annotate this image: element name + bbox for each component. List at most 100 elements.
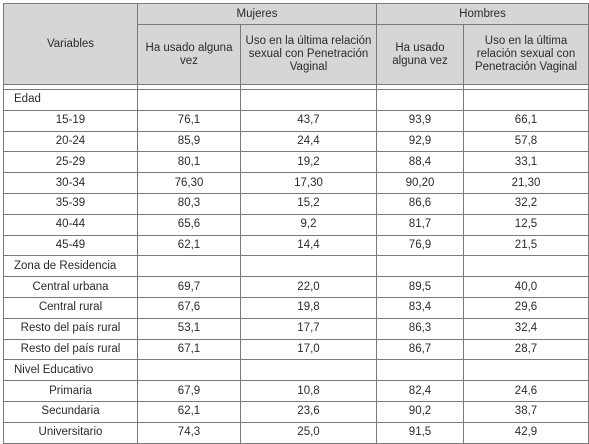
table-row: Central urbana 69,7 22,0 89,5 40,0 xyxy=(3,276,589,298)
header-hombres-ha-usado: Ha usado alguna vez xyxy=(376,24,464,85)
table-row: 30-34 76,30 17,30 90,20 21,30 xyxy=(3,172,589,194)
header-mujeres-uso-ultima: Uso en la última relación sexual con Pen… xyxy=(240,24,377,85)
mujeres-ha-usado-cell: 62,1 xyxy=(137,234,241,257)
mujeres-uso-ultima-cell: 9,2 xyxy=(240,213,377,236)
section-empty-cell xyxy=(376,89,464,111)
section-empty-cell xyxy=(137,359,241,382)
table-row: 15-19 76,1 43,7 93,9 66,1 xyxy=(3,109,589,132)
table-header: Variables Mujeres Hombres Ha usado algun… xyxy=(3,3,589,85)
hombres-ha-usado-cell: 83,4 xyxy=(376,296,464,319)
table-row: 45-49 62,1 14,4 76,9 21,5 xyxy=(3,234,589,257)
mujeres-uso-ultima-cell: 17,30 xyxy=(240,172,377,194)
mujeres-uso-ultima-cell: 10,8 xyxy=(240,380,377,402)
section-empty-cell xyxy=(463,359,589,382)
hombres-ha-usado-cell: 93,9 xyxy=(376,109,464,132)
mujeres-ha-usado-cell: 76,30 xyxy=(137,172,241,194)
section-row: Nivel Educativo xyxy=(3,359,589,382)
hombres-uso-ultima-cell: 42,9 xyxy=(463,421,589,444)
row-label: 40-44 xyxy=(3,213,138,236)
hombres-ha-usado-cell: 90,2 xyxy=(376,400,464,423)
hombres-ha-usado-cell: 86,3 xyxy=(376,317,464,340)
table-row: Primaria 67,9 10,8 82,4 24,6 xyxy=(3,380,589,402)
mujeres-uso-ultima-cell: 17,0 xyxy=(240,338,377,361)
header-variables: Variables xyxy=(3,3,138,85)
section-empty-cell xyxy=(463,89,589,111)
section-empty-cell xyxy=(137,255,241,278)
header-hombres: Hombres xyxy=(376,3,589,25)
header-mujeres: Mujeres xyxy=(137,3,377,25)
mujeres-ha-usado-cell: 85,9 xyxy=(137,130,241,153)
section-empty-cell xyxy=(240,359,377,382)
mujeres-ha-usado-cell: 76,1 xyxy=(137,109,241,132)
mujeres-uso-ultima-cell: 23,6 xyxy=(240,400,377,423)
section-empty-cell xyxy=(240,89,377,111)
table-row: Central rural 67,6 19,8 83,4 29,6 xyxy=(3,296,589,319)
row-label: Resto del país rural xyxy=(3,317,138,340)
hombres-ha-usado-cell: 86,6 xyxy=(376,192,464,215)
section-row: Zona de Residencia xyxy=(3,255,589,278)
mujeres-ha-usado-cell: 67,1 xyxy=(137,338,241,361)
mujeres-uso-ultima-cell: 17,7 xyxy=(240,317,377,340)
mujeres-ha-usado-cell: 74,3 xyxy=(137,421,241,444)
hombres-ha-usado-cell: 89,5 xyxy=(376,276,464,298)
row-label: Universitario xyxy=(3,421,138,444)
hombres-uso-ultima-cell: 40,0 xyxy=(463,276,589,298)
hombres-ha-usado-cell: 92,9 xyxy=(376,130,464,153)
row-label: Resto del país rural xyxy=(3,338,138,361)
row-label: 15-19 xyxy=(3,109,138,132)
hombres-uso-ultima-cell: 21,30 xyxy=(463,172,589,194)
hombres-ha-usado-cell: 76,9 xyxy=(376,234,464,257)
mujeres-uso-ultima-cell: 19,2 xyxy=(240,151,377,174)
mujeres-uso-ultima-cell: 43,7 xyxy=(240,109,377,132)
hombres-uso-ultima-cell: 38,7 xyxy=(463,400,589,423)
hombres-ha-usado-cell: 81,7 xyxy=(376,213,464,236)
hombres-ha-usado-cell: 86,7 xyxy=(376,338,464,361)
data-table: Variables Mujeres Hombres Ha usado algun… xyxy=(3,3,589,444)
section-row: Edad xyxy=(3,89,589,111)
table-body: Edad 15-19 76,1 43,7 93,9 66,1 20-24 85,9 24,4 92… xyxy=(3,84,589,444)
row-label: 25-29 xyxy=(3,151,138,174)
row-label: 35-39 xyxy=(3,192,138,215)
mujeres-ha-usado-cell: 80,3 xyxy=(137,192,241,215)
hombres-ha-usado-cell: 90,20 xyxy=(376,172,464,194)
hombres-uso-ultima-cell: 21,5 xyxy=(463,234,589,257)
hombres-uso-ultima-cell: 24,6 xyxy=(463,380,589,402)
hombres-ha-usado-cell: 91,5 xyxy=(376,421,464,444)
hombres-ha-usado-cell: 82,4 xyxy=(376,380,464,402)
hombres-uso-ultima-cell: 57,8 xyxy=(463,130,589,153)
section-empty-cell xyxy=(137,89,241,111)
hombres-ha-usado-cell: 88,4 xyxy=(376,151,464,174)
mujeres-ha-usado-cell: 53,1 xyxy=(137,317,241,340)
mujeres-uso-ultima-cell: 15,2 xyxy=(240,192,377,215)
table-row: 35-39 80,3 15,2 86,6 32,2 xyxy=(3,192,589,215)
table-row: Resto del país rural 67,1 17,0 86,7 28,7 xyxy=(3,338,589,361)
row-label: 20-24 xyxy=(3,130,138,153)
table-row: Secundaria 62,1 23,6 90,2 38,7 xyxy=(3,400,589,423)
header-hombres-uso-ultima: Uso en la última relación sexual con Pen… xyxy=(463,24,589,85)
section-title: Zona de Residencia xyxy=(3,255,138,278)
spacer-row xyxy=(3,84,589,90)
mujeres-ha-usado-cell: 62,1 xyxy=(137,400,241,423)
row-label: 45-49 xyxy=(3,234,138,257)
mujeres-ha-usado-cell: 67,9 xyxy=(137,380,241,402)
hombres-uso-ultima-cell: 32,4 xyxy=(463,317,589,340)
section-title: Nivel Educativo xyxy=(3,359,138,382)
mujeres-uso-ultima-cell: 24,4 xyxy=(240,130,377,153)
section-empty-cell xyxy=(240,255,377,278)
hombres-uso-ultima-cell: 12,5 xyxy=(463,213,589,236)
mujeres-uso-ultima-cell: 19,8 xyxy=(240,296,377,319)
row-label: Central urbana xyxy=(3,276,138,298)
row-label: Central rural xyxy=(3,296,138,319)
hombres-uso-ultima-cell: 29,6 xyxy=(463,296,589,319)
mujeres-ha-usado-cell: 65,6 xyxy=(137,213,241,236)
section-empty-cell xyxy=(376,359,464,382)
section-empty-cell xyxy=(376,255,464,278)
section-title: Edad xyxy=(3,89,138,111)
section-empty-cell xyxy=(463,255,589,278)
row-label: 30-34 xyxy=(3,172,138,194)
hombres-uso-ultima-cell: 33,1 xyxy=(463,151,589,174)
table-row: Universitario 74,3 25,0 91,5 42,9 xyxy=(3,421,589,444)
hombres-uso-ultima-cell: 66,1 xyxy=(463,109,589,132)
mujeres-uso-ultima-cell: 25,0 xyxy=(240,421,377,444)
mujeres-ha-usado-cell: 69,7 xyxy=(137,276,241,298)
